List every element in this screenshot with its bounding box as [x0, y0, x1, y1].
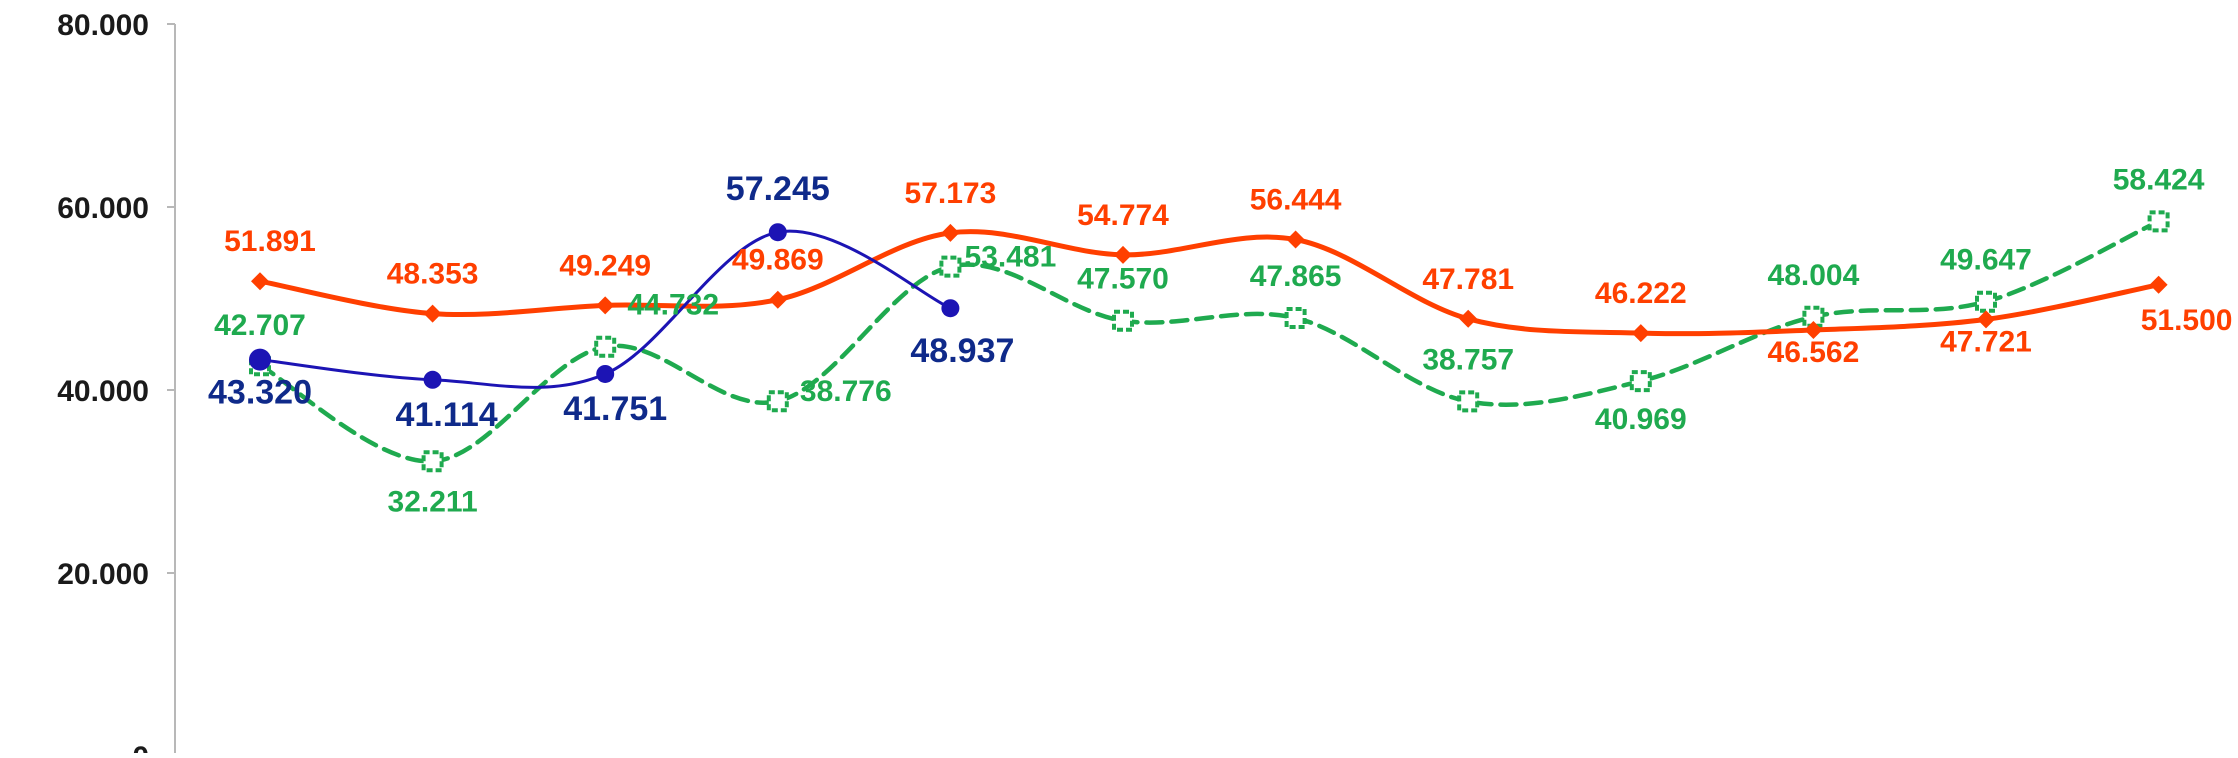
series-green-point [939, 255, 962, 278]
series-green-data-label: 32.211 [388, 485, 478, 518]
series-green-data-label: 44.732 [627, 289, 719, 322]
series-red-point [1804, 320, 1823, 339]
series-green-point [1629, 370, 1652, 393]
series-red-point [768, 290, 787, 309]
series-blue [249, 223, 960, 389]
series-red [251, 223, 2168, 343]
series-green-data-label: 47.865 [1250, 260, 1342, 293]
series-blue-point [768, 223, 787, 242]
series-blue-data-label: 57.245 [726, 170, 830, 208]
series-red-data-label: 46.562 [1768, 336, 1860, 369]
y-tick-label: 60.000 [57, 192, 149, 225]
series-red-point [251, 272, 269, 291]
series-green-data-label: 53.481 [965, 241, 1057, 274]
series-green-line [257, 219, 2161, 464]
series-green-data-label: 42.707 [214, 309, 306, 342]
series-blue-data-label: 48.937 [910, 332, 1014, 370]
series-red-data-label: 48.353 [387, 258, 479, 291]
series-green-data-label: 40.969 [1595, 403, 1687, 436]
series-green-point [1112, 309, 1134, 332]
series-blue-point [249, 348, 271, 371]
series-green-data-label: 47.570 [1077, 263, 1169, 296]
series-red-data-label: 54.774 [1077, 199, 1169, 232]
series-blue-data-label: 41.751 [563, 390, 667, 428]
series-green-data-label: 38.776 [800, 375, 892, 408]
series-green-data-label: 58.424 [2113, 163, 2205, 196]
series-blue-data-label: 41.114 [396, 396, 498, 434]
series-red-data-label: 49.249 [559, 249, 651, 282]
series-red-data-label: 51.891 [224, 225, 316, 258]
y-tick-label: 80.000 [57, 9, 149, 42]
y-tick-label: 0 [132, 741, 149, 753]
series-red-data-label: 49.869 [732, 244, 824, 277]
series-green-point [1457, 390, 1480, 413]
series-red-data-label: 56.444 [1250, 184, 1342, 217]
series-red-point [1286, 230, 1305, 249]
series-blue-point [941, 299, 960, 318]
series-layer [249, 210, 2170, 473]
y-tick-label: 40.000 [57, 375, 149, 408]
series-red-data-label: 51.500 [2141, 304, 2233, 337]
series-red-point [2149, 275, 2168, 294]
series-red-line [257, 229, 2162, 337]
series-red-data-label: 47.721 [1940, 325, 2032, 358]
y-axis: 0 20.000 40.000 60.000 80.000 [57, 9, 176, 758]
data-labels: 42.707 32.211 44.732 38.776 53.481 47.570 47.8… [208, 163, 2232, 518]
series-green-data-label: 48.004 [1768, 259, 1860, 292]
y-tick-label: 20.000 [57, 558, 149, 591]
series-red-point [941, 223, 960, 242]
series-red-data-label: 46.222 [1595, 277, 1687, 310]
series-green [249, 210, 2170, 473]
series-blue-point [423, 370, 442, 389]
series-green-point [421, 450, 444, 473]
series-red-data-label: 57.173 [905, 177, 997, 210]
series-green-data-label: 49.647 [1940, 244, 2032, 277]
series-green-point [1284, 307, 1307, 330]
series-red-point [1459, 309, 1478, 328]
series-red-point [423, 304, 442, 323]
series-blue-data-label: 43.320 [208, 374, 312, 412]
series-red-point [1977, 310, 1995, 329]
series-red-point [596, 296, 615, 315]
series-red-data-label: 47.781 [1422, 263, 1514, 296]
series-red-point [1114, 245, 1132, 264]
series-green-point [766, 390, 789, 413]
series-green-point [594, 335, 617, 358]
series-blue-point [596, 364, 615, 383]
series-red-point [1631, 324, 1650, 343]
series-green-data-label: 38.757 [1422, 343, 1514, 376]
series-green-point [1975, 290, 1997, 313]
series-green-point [2147, 210, 2170, 233]
